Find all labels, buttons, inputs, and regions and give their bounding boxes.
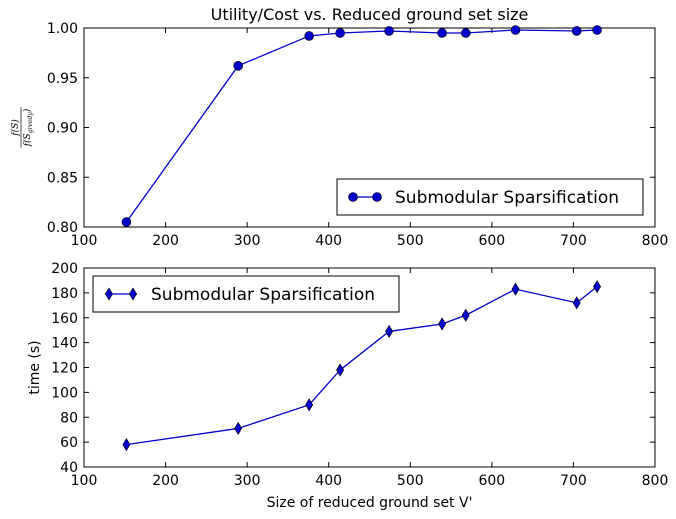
x-tick-label: 600	[478, 473, 505, 489]
legend-marker	[372, 192, 382, 202]
y-tick-label: 1.00	[47, 21, 78, 37]
chart-title: Utility/Cost vs. Reduced ground set size	[211, 5, 529, 24]
y-axis-label: f(S)f(Sgreedy)	[10, 107, 34, 148]
x-tick-label: 300	[234, 233, 261, 249]
data-point	[437, 28, 447, 38]
y-tick-label: 0.90	[47, 121, 78, 137]
x-tick-label: 300	[234, 473, 261, 489]
y-tick-label: 0.80	[47, 220, 78, 236]
y-tick-label: 0.85	[47, 170, 78, 186]
data-point	[384, 26, 394, 36]
legend-label: Submodular Sparsification	[151, 285, 375, 305]
x-tick-label: 800	[642, 233, 669, 249]
data-point	[304, 31, 314, 41]
x-tick-label: 700	[560, 233, 587, 249]
data-point	[121, 217, 132, 227]
x-tick-label: 400	[315, 233, 342, 249]
data-point	[122, 438, 131, 452]
legend-marker	[105, 287, 113, 301]
legend: Submodular Sparsification	[92, 275, 400, 313]
x-tick-label: 500	[397, 473, 424, 489]
y-tick-label: 60	[60, 435, 78, 451]
x-tick-label: 100	[71, 473, 98, 489]
y-tick-label: 120	[51, 361, 78, 377]
y-label-denominator: f(Sgreedy)	[22, 108, 34, 147]
data-point	[593, 280, 602, 294]
x-tick-label: 400	[315, 473, 342, 489]
y-axis-label: time (s)	[27, 340, 43, 394]
y-tick-label: 140	[51, 336, 78, 352]
data-point	[571, 26, 582, 36]
data-point	[335, 28, 345, 38]
data-point	[460, 28, 471, 38]
x-tick-label: 500	[397, 233, 424, 249]
series-line	[125, 29, 598, 223]
legend: Submodular Sparsification	[336, 178, 644, 216]
data-point	[461, 308, 470, 322]
y-tick-label: 180	[51, 286, 78, 302]
data-point	[438, 317, 447, 331]
data-point	[233, 61, 243, 71]
y-tick-label: 80	[60, 410, 78, 426]
y-tick-label: 200	[51, 261, 78, 277]
legend-marker	[129, 287, 137, 301]
y-tick-label: 100	[51, 385, 78, 401]
data-point	[234, 421, 243, 436]
legend-box	[92, 275, 400, 313]
data-point	[572, 296, 581, 310]
legend-marker	[348, 192, 358, 202]
x-tick-label: 100	[71, 233, 98, 249]
data-point	[385, 324, 394, 339]
y-tick-label: 160	[51, 311, 78, 327]
legend-box	[336, 178, 644, 216]
chart-panel-1: 100 200 300 400 500 600 700 800 0.80 0.85 0.90 0.95…	[10, 5, 668, 249]
chart-panel-2: 100 200 300 400 500 600 700 800 40 60 80 100 120 140 1…	[27, 261, 668, 511]
data-point	[305, 398, 314, 412]
y-label-numerator: f(S)	[10, 119, 21, 137]
y-tick-label: 40	[60, 460, 78, 476]
y-tick-label: 0.95	[47, 71, 78, 87]
x-tick-label: 600	[478, 233, 505, 249]
x-tick-label: 200	[152, 233, 179, 249]
legend-label: Submodular Sparsification	[395, 188, 619, 208]
data-point	[511, 282, 520, 296]
data-point	[592, 25, 602, 35]
x-tick-label: 700	[560, 473, 587, 489]
x-tick-label: 200	[152, 473, 179, 489]
data-point	[510, 25, 521, 35]
data-point	[336, 363, 345, 377]
x-axis-label: Size of reduced ground set V'	[267, 495, 473, 511]
series-line	[126, 286, 598, 446]
x-tick-label: 800	[642, 473, 669, 489]
